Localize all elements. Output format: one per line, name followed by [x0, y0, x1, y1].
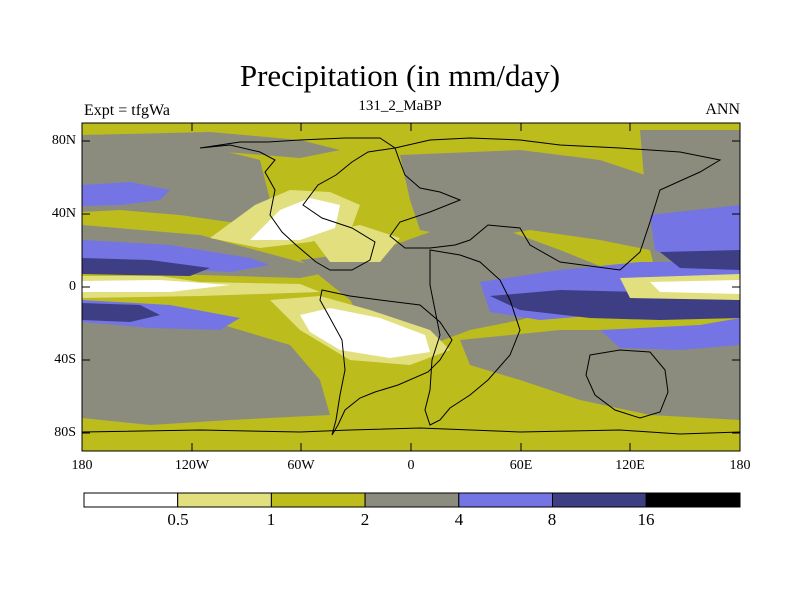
gray-south-pacific — [82, 305, 330, 425]
colorbar-label-8: 8 — [547, 510, 557, 529]
gray-eurasia — [400, 150, 690, 250]
gray-indian-ocean — [460, 330, 740, 420]
navy-south-itcz — [82, 303, 160, 322]
period-label: 131_2_MaBP — [358, 98, 442, 114]
continent-outline-antarctica — [82, 427, 740, 435]
continent-outline-north-america — [199, 137, 397, 271]
white-south-desert — [300, 308, 430, 358]
colorbar-label-16: 16 — [637, 510, 655, 529]
colorbar-swatch-1 — [83, 492, 179, 508]
colorbar-label-2: 2 — [360, 510, 370, 529]
continent-outline-australia — [585, 349, 669, 419]
colorbar-label-4: 4 — [454, 510, 464, 529]
lat-label-80s: 80S — [54, 425, 76, 440]
map-title: Precipitation (in mm/day) — [239, 58, 561, 93]
colorbar-swatch-4 — [364, 492, 460, 508]
lat-label-40s: 40S — [54, 352, 76, 367]
white-north-desert — [250, 198, 340, 240]
lon-label-180w: 180 — [71, 458, 93, 473]
season-label: ANN — [705, 101, 740, 118]
colorbar-swatch-2 — [177, 492, 272, 508]
lon-label-60e: 60E — [509, 458, 533, 473]
experiment-label: Expt = tfgWa — [84, 102, 170, 119]
colorbar-label-0-5: 0.5 — [167, 510, 189, 529]
white-equator-west — [650, 280, 740, 294]
lon-label-180e: 180 — [729, 458, 751, 473]
white-equator-east — [82, 280, 230, 292]
continent-outline-africa-south — [424, 249, 521, 426]
latitude-ticks — [82, 140, 740, 434]
blue-north-pacific-storm — [82, 182, 170, 206]
continent-outline-south-america — [319, 289, 453, 436]
blue-southern-indian — [600, 318, 740, 350]
colorbar-swatch-5 — [458, 492, 553, 508]
colorbar-label-1: 1 — [266, 510, 276, 529]
lon-label-60w: 60W — [287, 458, 315, 473]
lat-label-80n: 80N — [51, 133, 76, 148]
coastlines — [82, 137, 740, 436]
lat-label-40n: 40N — [51, 206, 76, 221]
gray-north-pacific — [82, 145, 270, 225]
colorbar-swatch-3 — [270, 492, 366, 508]
colorbar-swatch-7 — [645, 492, 741, 508]
pale-sahara — [310, 225, 400, 262]
continent-outline-eurasia-africa — [389, 137, 722, 271]
colorbar — [83, 492, 741, 508]
lat-label-equator: 0 — [69, 279, 76, 294]
longitude-ticks — [191, 123, 631, 451]
navy-north-itcz — [82, 258, 210, 276]
lon-label-0: 0 — [407, 458, 415, 473]
colorbar-swatch-6 — [552, 492, 647, 508]
contour-fields — [82, 123, 740, 451]
navy-west-pacific — [660, 250, 740, 270]
lon-label-120w: 120W — [174, 458, 210, 473]
gray-arctic — [82, 132, 340, 158]
lon-label-120e: 120E — [615, 458, 645, 473]
